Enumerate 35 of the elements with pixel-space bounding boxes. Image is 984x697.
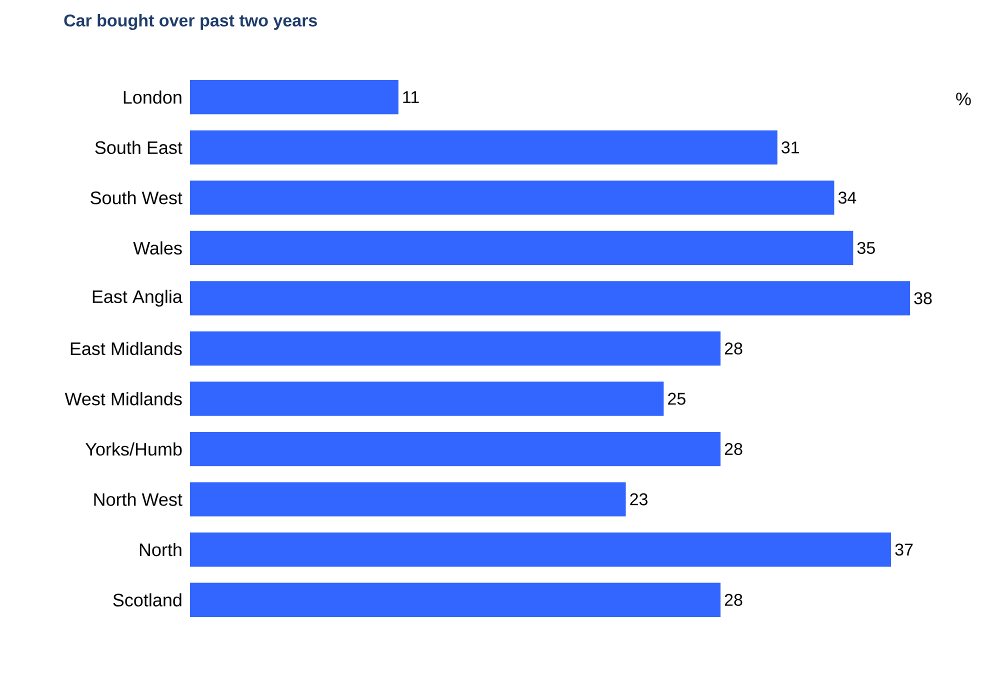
y-tick-label: North West [94, 492, 182, 506]
data-label: 37 [895, 544, 913, 556]
bar [190, 532, 892, 567]
y-tick-label: Scotland [113, 593, 182, 606]
y-tick-label: East Anglia [92, 290, 182, 307]
text: % [956, 92, 971, 106]
bar [190, 130, 778, 165]
data-label: 34 [838, 192, 856, 204]
y-tick-label: London [124, 90, 182, 104]
data-label: 28 [724, 594, 742, 606]
data-label: 28 [724, 443, 742, 456]
bar [190, 482, 626, 516]
data-label: 38 [914, 292, 932, 304]
y-tick-label: Yorks/Humb [85, 442, 182, 456]
bar [190, 382, 664, 416]
bar [190, 281, 910, 316]
data-label: 31 [782, 141, 799, 154]
data-label: 11 [403, 91, 419, 103]
bar [190, 331, 721, 366]
bar [190, 80, 398, 114]
y-tick-label: South West [90, 191, 182, 204]
bar [190, 180, 834, 215]
y-tick-label: Wales [133, 241, 182, 255]
data-label: 28 [724, 342, 742, 355]
data-label: 25 [668, 392, 686, 405]
chart-title: Car bought over past two years [64, 14, 317, 30]
bar [190, 432, 721, 466]
data-label: 23 [630, 493, 648, 506]
y-tick-label: North [140, 542, 182, 556]
bar [190, 582, 721, 617]
y-tick-label: West Midlands [64, 392, 182, 406]
y-tick-label: South East [95, 140, 182, 154]
y-tick-label: East Midlands [70, 342, 182, 356]
data-label: 35 [857, 242, 875, 254]
bar [190, 230, 854, 266]
